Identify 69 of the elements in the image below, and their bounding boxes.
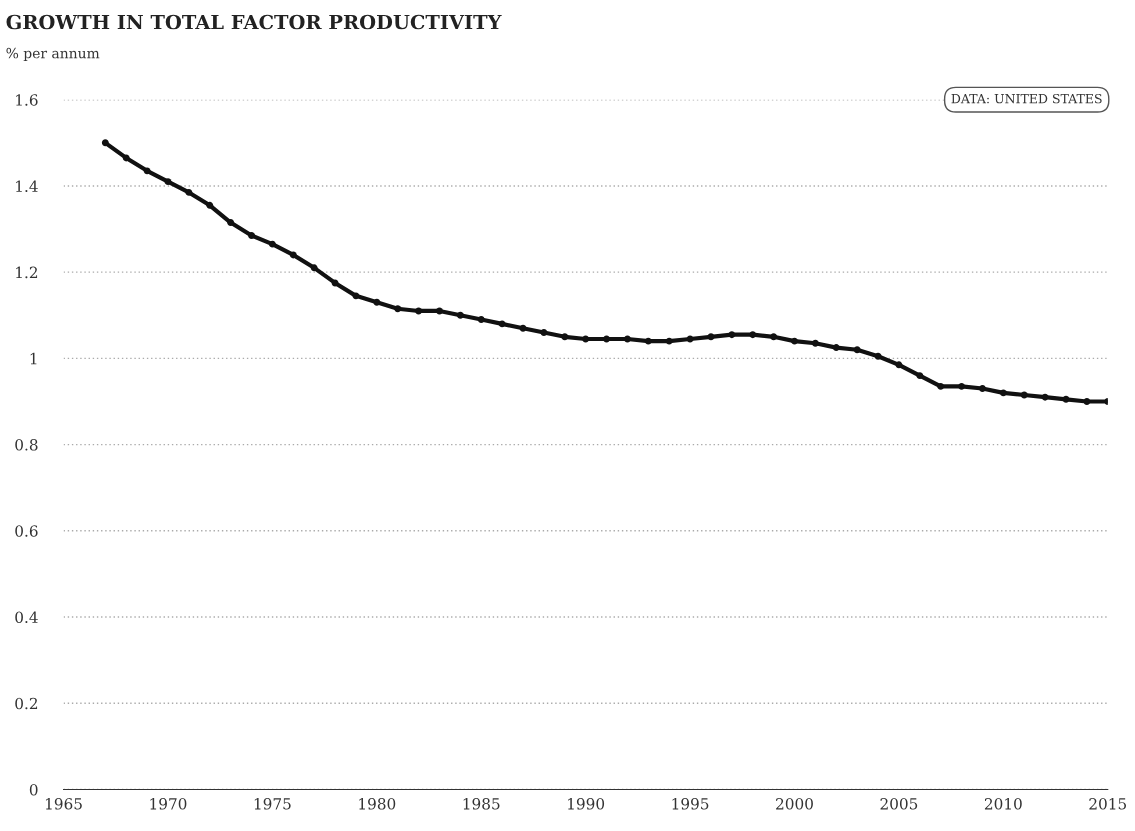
chart-title: GROWTH IN TOTAL FACTOR PRODUCTIVITY bbox=[6, 14, 502, 30]
point bbox=[477, 316, 485, 324]
point bbox=[874, 352, 882, 360]
point bbox=[185, 188, 193, 196]
x-tick-label: 1995 bbox=[672, 798, 709, 810]
x-tick-label: 1970 bbox=[150, 798, 187, 810]
x-tick-label: 1965 bbox=[45, 798, 82, 810]
point bbox=[1083, 398, 1091, 405]
point bbox=[603, 335, 611, 343]
x-tick-label: 2005 bbox=[880, 798, 918, 810]
x-tick-label: 2010 bbox=[984, 798, 1022, 810]
point bbox=[206, 201, 214, 209]
point bbox=[540, 329, 548, 336]
y-tick-label: 1.2 bbox=[16, 266, 38, 279]
x-tick-label: 2000 bbox=[776, 798, 813, 810]
x-tick-label: 1990 bbox=[568, 798, 605, 810]
x-tick-label: 1980 bbox=[359, 798, 396, 810]
point bbox=[436, 307, 443, 315]
point bbox=[832, 344, 840, 352]
point bbox=[373, 298, 381, 306]
y-tick-label: 1.4 bbox=[16, 180, 38, 192]
point bbox=[310, 264, 318, 272]
y-tick-label: 1 bbox=[30, 352, 37, 365]
point bbox=[791, 337, 798, 345]
point bbox=[749, 331, 757, 339]
point bbox=[122, 154, 130, 162]
y-tick-label: 0.8 bbox=[15, 439, 38, 451]
point bbox=[164, 178, 172, 186]
point bbox=[456, 311, 464, 319]
point bbox=[415, 307, 423, 315]
x-tick-label: 1975 bbox=[254, 798, 291, 810]
point bbox=[1062, 395, 1070, 403]
point bbox=[1041, 393, 1049, 401]
y-tick-label: 0.4 bbox=[15, 611, 38, 624]
point bbox=[248, 232, 255, 239]
x-tick-label: 1985 bbox=[463, 798, 500, 810]
point bbox=[227, 219, 235, 227]
point bbox=[978, 385, 986, 393]
point bbox=[644, 337, 652, 345]
point bbox=[770, 333, 778, 341]
point bbox=[143, 167, 151, 175]
point bbox=[352, 292, 360, 300]
point bbox=[101, 139, 109, 147]
point bbox=[1020, 391, 1028, 399]
y-tick-label: 1.6 bbox=[16, 94, 38, 106]
y-tick-label: 0.6 bbox=[15, 525, 38, 537]
y-tick-label: 0 bbox=[29, 783, 38, 796]
point bbox=[268, 240, 276, 248]
point bbox=[623, 335, 631, 343]
chart-subtitle: % per annum bbox=[6, 47, 100, 62]
point bbox=[665, 337, 673, 345]
point bbox=[811, 339, 819, 347]
point bbox=[519, 324, 527, 332]
point bbox=[498, 320, 506, 328]
point bbox=[289, 251, 297, 259]
point bbox=[394, 305, 402, 313]
point bbox=[853, 346, 861, 354]
point bbox=[707, 333, 715, 341]
x-tick-label: 2015 bbox=[1089, 798, 1127, 810]
point bbox=[561, 333, 569, 341]
y-tick-label: 0.2 bbox=[15, 697, 38, 710]
point bbox=[728, 331, 736, 339]
annotation: DATA: UNITED STATES bbox=[951, 93, 1102, 104]
point bbox=[999, 389, 1007, 397]
point bbox=[958, 382, 966, 390]
point bbox=[582, 335, 590, 343]
point bbox=[895, 361, 903, 369]
point bbox=[937, 382, 945, 390]
point bbox=[916, 372, 924, 380]
